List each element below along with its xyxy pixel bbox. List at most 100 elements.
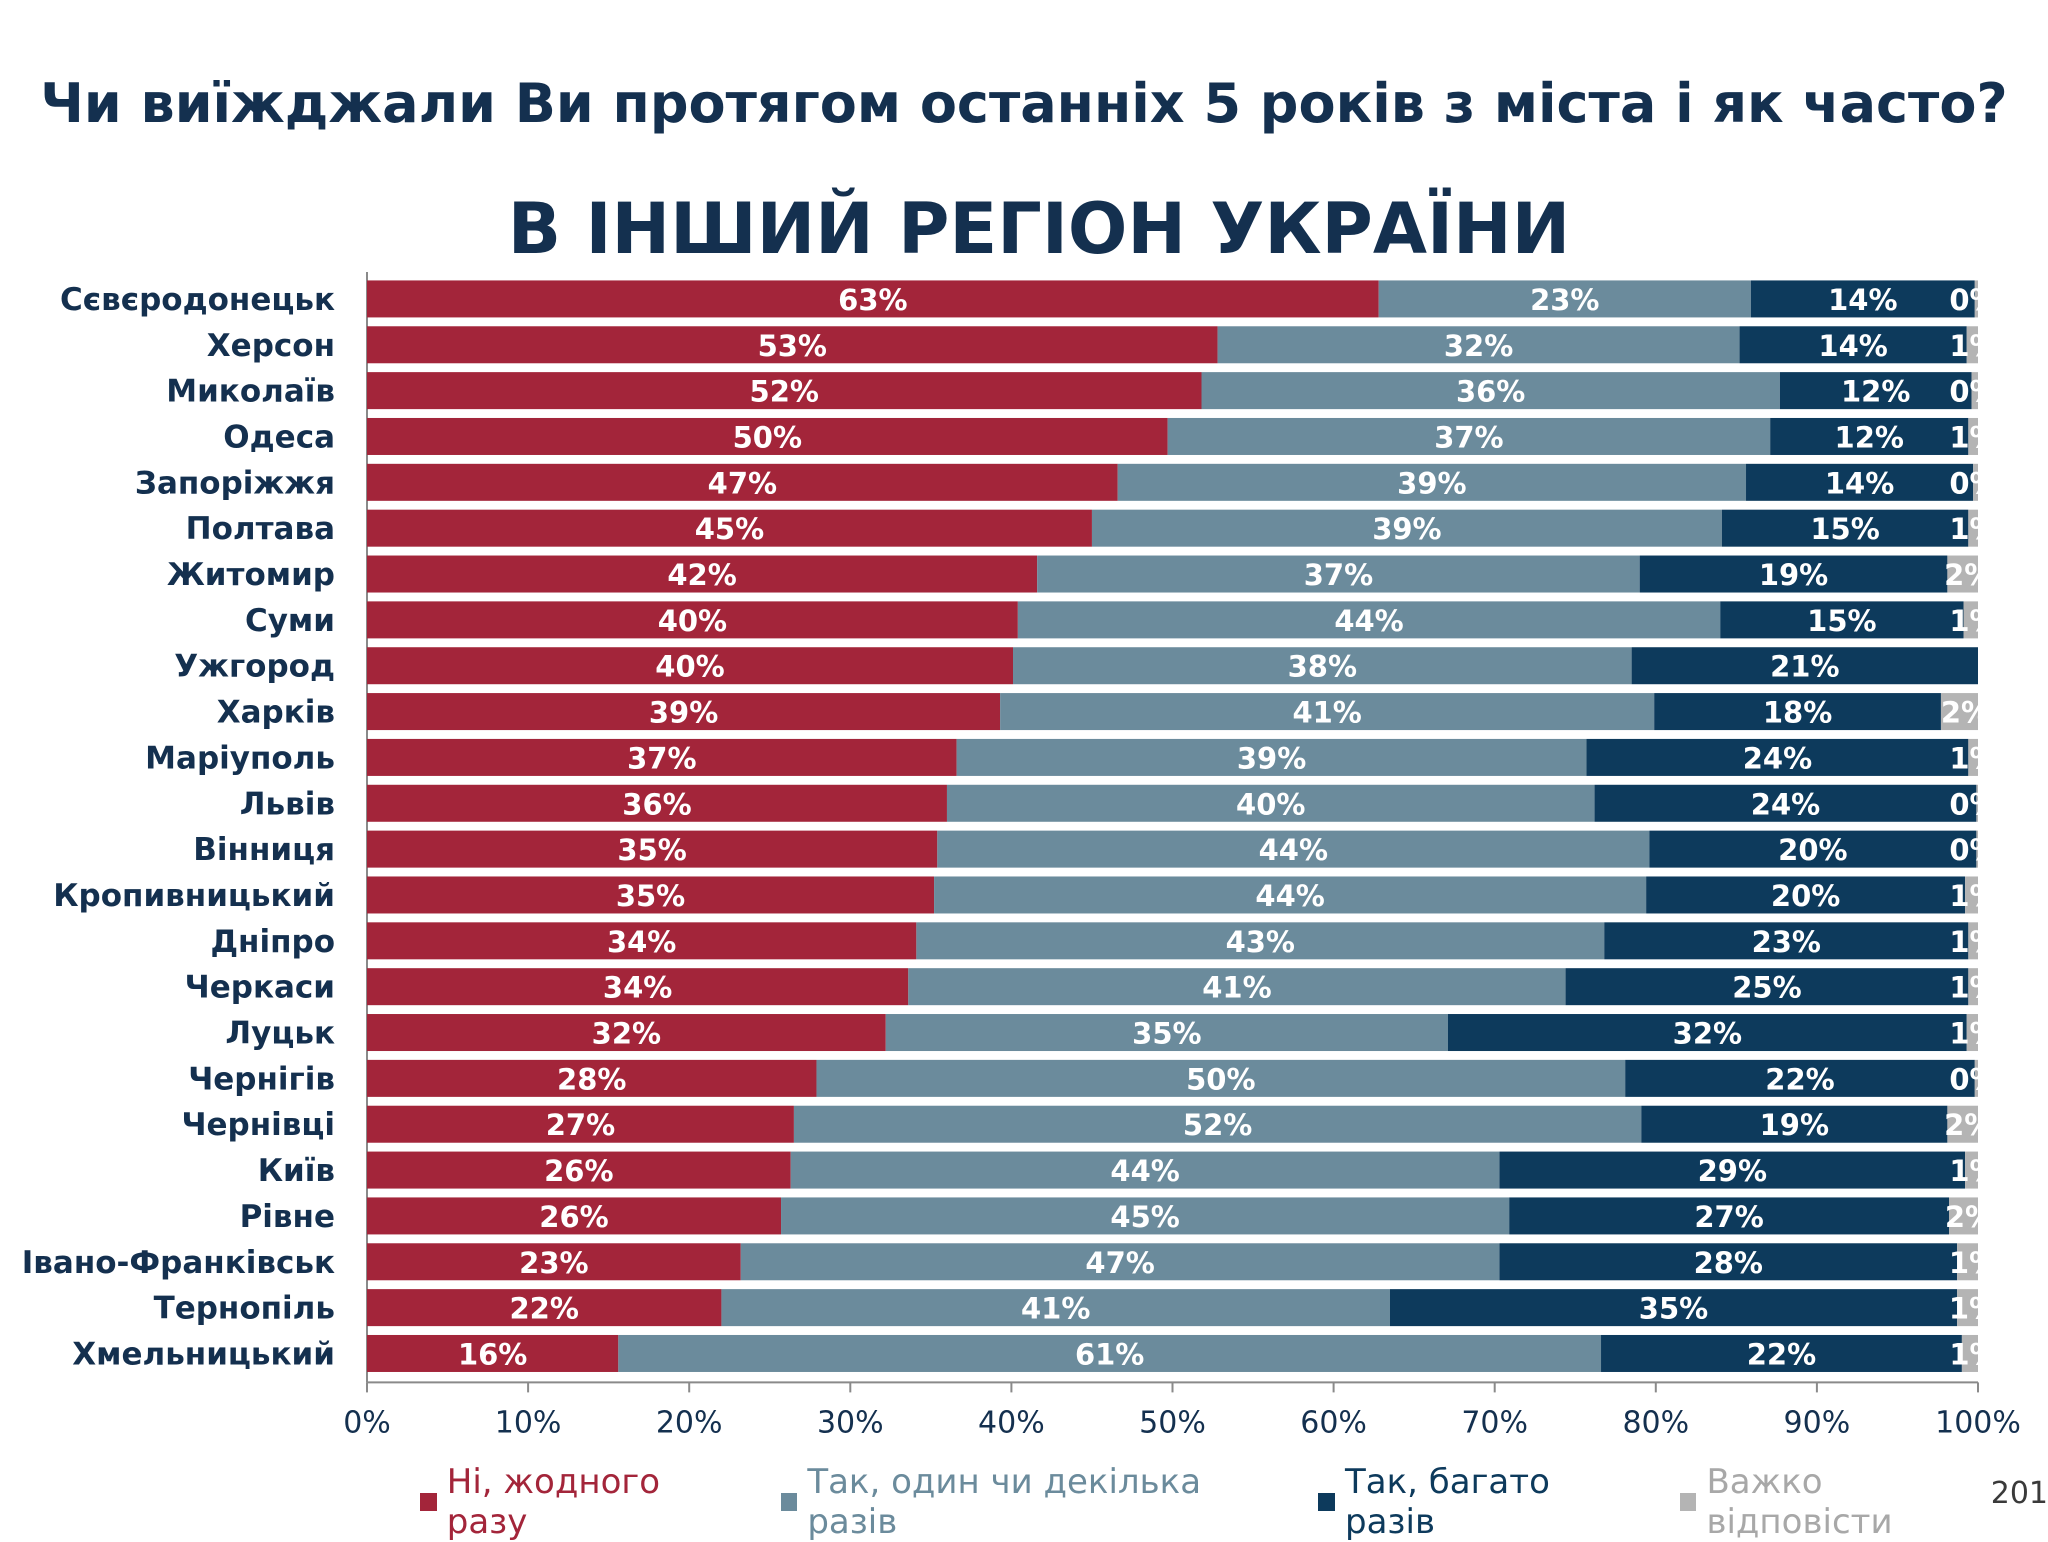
category-label: Одеса [223,419,335,455]
data-label: 44% [1259,833,1328,867]
data-label: 14% [1825,466,1894,500]
data-label: 40% [655,650,724,684]
bar-segment [367,555,1038,593]
bar-segment [916,922,1605,960]
data-label: 27% [1694,1200,1763,1234]
bar-segment [937,830,1650,868]
data-label: 19% [1760,1108,1829,1142]
bar-segment [618,1334,1602,1372]
category-label: Львів [240,786,335,822]
x-tick-label: 0% [343,1405,391,1440]
data-label: 19% [1759,558,1828,592]
bar-segment [367,738,957,776]
bar-segment [1447,1014,1967,1052]
bar-segment [1649,830,1977,868]
category-label: Тернопіль [154,1291,335,1327]
bar-segment [1654,693,1941,731]
bar-segment [1720,601,1964,639]
data-label: 18% [1763,696,1832,730]
data-label: 47% [708,466,777,500]
x-tick-label: 90% [1784,1405,1851,1440]
data-label: 52% [1183,1108,1252,1142]
data-label: 39% [1237,741,1306,775]
bar-segment [367,647,1014,685]
category-label: Полтава [186,511,335,547]
bar-segment [1968,968,1978,1006]
data-label: 25% [1732,971,1801,1005]
bar-segment [885,1014,1448,1052]
data-label: 12% [1835,420,1904,454]
bar-segment [1639,555,1948,593]
data-label: 45% [695,512,764,546]
data-label: 37% [1434,420,1503,454]
legend-label: Так, один чи декілька разів [807,1462,1202,1542]
data-label: 29% [1698,1154,1767,1188]
category-label: Хмельницький [72,1336,335,1372]
bar-segment [1947,1105,1978,1143]
bar-segment [946,784,1595,822]
x-tick-label: 40% [978,1405,1045,1440]
data-label: 23% [1752,925,1821,959]
bar-segment [1971,372,1978,410]
data-label: 23% [1530,283,1599,317]
bar-segment [1957,1289,1978,1327]
bar-segment [1961,1334,1978,1372]
bar-segment [367,1289,722,1327]
data-label: 14% [1828,283,1897,317]
bar-segment [367,1243,741,1281]
bar-segment [1746,463,1974,501]
category-label: Київ [258,1153,335,1189]
category-label: Ужгород [174,649,335,685]
legend-item: Так, один чи декілька разів [780,1462,1269,1542]
bar-segment [1565,968,1969,1006]
bar-segment [367,372,1202,410]
legend-swatch [1679,1493,1697,1511]
data-label: 14% [1818,329,1887,363]
bar-segment [1976,830,1978,868]
legend-label: Ні, жодного разу [446,1462,661,1542]
data-label: 47% [1085,1246,1154,1280]
bar-segment [1201,372,1780,410]
x-tick-label: 100% [1935,1405,2021,1440]
bar-segment [956,738,1587,776]
bar-segment [1499,1243,1958,1281]
bar-segment [367,1334,619,1372]
bar-segment [1779,372,1972,410]
bar-segment [1631,647,1978,685]
legend-item: Так, багато разів [1318,1462,1629,1542]
data-label: 35% [616,879,685,913]
bar-segment [1974,280,1978,318]
bar-segment [1389,1289,1958,1327]
data-label: 35% [617,833,686,867]
stacked-bar-chart: 0% 10% 20% 30% 40% 50% 60% 70% 80% 90% 100% Сєвєрод… [21,272,2021,1440]
bar-segment [1966,326,1978,364]
category-label: Запоріжжя [135,465,335,501]
category-label: Івано-Франківськ [22,1245,335,1281]
x-tick-label: 60% [1300,1405,1367,1440]
bar-segment [790,1151,1500,1189]
data-label: 43% [1226,925,1295,959]
data-label: 35% [1639,1292,1708,1326]
bar-segment [1017,601,1721,639]
bar-segment [1965,876,1978,914]
data-label: 41% [1021,1292,1090,1326]
bar-segment [1117,463,1747,501]
data-label: 15% [1810,512,1879,546]
bar-segment [367,830,938,868]
data-label: 63% [838,283,907,317]
data-label: 26% [539,1200,608,1234]
bar-segment [367,463,1118,501]
x-tick-label: 70% [1461,1405,1528,1440]
bar-segment [908,968,1566,1006]
bar-segment [1646,876,1966,914]
category-label: Рівне [240,1199,335,1235]
page-number: 201 [1990,1476,2048,1511]
data-label: 44% [1110,1154,1179,1188]
bar-segment [1974,1059,1978,1097]
category-label: Чернівці [181,1107,335,1143]
bar-segment [367,1059,817,1097]
bar-segment [1499,1151,1966,1189]
category-label: Чернігів [188,1061,335,1097]
data-label: 44% [1255,879,1324,913]
data-label: 37% [1304,558,1373,592]
